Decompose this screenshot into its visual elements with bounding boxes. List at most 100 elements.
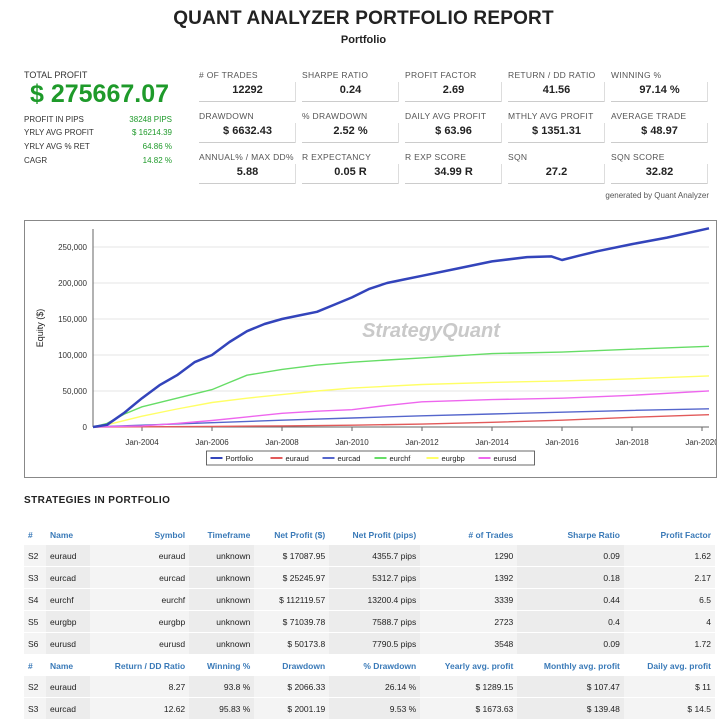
table-cell: 13200.4 pips bbox=[329, 588, 421, 611]
table-cell: eurcad bbox=[46, 697, 90, 720]
table-cell: $ 71039.78 bbox=[254, 610, 330, 633]
table-cell: 9.53 % bbox=[329, 697, 421, 720]
table-row: S3 eurcad eurcad unknown $ 25245.97 5312.7 pi… bbox=[24, 566, 715, 589]
watermark-text: StrategyQuant bbox=[362, 320, 501, 342]
metric-divider bbox=[398, 123, 399, 143]
table-cell: 26.14 % bbox=[329, 676, 421, 698]
table-cell: 0.44 bbox=[517, 588, 624, 611]
metric-underline bbox=[199, 142, 296, 143]
table-row: S6 eurusd eurusd unknown $ 50173.8 7790.5 pip… bbox=[24, 632, 715, 655]
table-cell: 3548 bbox=[420, 632, 518, 655]
table-cell: $ 2001.19 bbox=[254, 697, 330, 720]
side-value: 64.86 % bbox=[142, 142, 172, 151]
metric-label: AVERAGE TRADE bbox=[611, 111, 687, 121]
table-cell: 6.5 bbox=[623, 588, 715, 611]
side-label: PROFIT IN PIPS bbox=[24, 115, 84, 124]
metric-underline bbox=[199, 183, 296, 184]
table-cell: eurcad bbox=[46, 566, 90, 589]
table-cell: 5312.7 pips bbox=[329, 566, 421, 589]
table-cell: $ 112119.57 bbox=[254, 588, 330, 611]
table-cell: eurgbp bbox=[89, 610, 190, 633]
table-cell: 2.17 bbox=[623, 566, 715, 589]
column-header: Symbol bbox=[154, 529, 186, 540]
metric-underline bbox=[405, 183, 502, 184]
metric-divider bbox=[604, 82, 605, 102]
metric-underline bbox=[302, 101, 399, 102]
table-row: S4 eurchf eurchf unknown $ 112119.57 13200.4 … bbox=[24, 588, 715, 611]
metric-underline bbox=[508, 142, 605, 143]
column-header: # bbox=[28, 529, 33, 540]
x-tick-label: Jan-2008 bbox=[265, 438, 299, 447]
metric-value: 0.05 R bbox=[334, 166, 367, 178]
column-header: Net Profit ($) bbox=[274, 529, 326, 540]
column-header: Net Profit (pips) bbox=[352, 529, 417, 540]
metric-drawdown: % DRAWDOWN 2.52 % bbox=[302, 111, 399, 147]
metric-underline bbox=[405, 142, 502, 143]
column-header: Daily avg. profit bbox=[647, 660, 711, 671]
table-cell: $ 1673.63 bbox=[420, 697, 518, 720]
legend-label: euraud bbox=[286, 454, 309, 463]
metric-underline bbox=[199, 101, 296, 102]
table-row: S2 euraud euraud unknown $ 17087.95 4355.7 pi… bbox=[24, 545, 715, 567]
table-cell: $ 25245.97 bbox=[254, 566, 330, 589]
metric-label: PROFIT FACTOR bbox=[405, 70, 477, 80]
column-header: Return / DD Ratio bbox=[114, 660, 186, 671]
metric-divider bbox=[295, 82, 296, 102]
table-cell: euraud bbox=[46, 545, 90, 567]
table-cell: S3 bbox=[24, 566, 46, 589]
metric-divider bbox=[604, 164, 605, 184]
metric-sharpe-ratio: SHARPE RATIO 0.24 bbox=[302, 70, 399, 106]
table-cell: eurchf bbox=[46, 588, 90, 611]
metric-value: 97.14 % bbox=[639, 84, 680, 96]
y-tick-label: 100,000 bbox=[58, 351, 87, 360]
table-row: S5 eurgbp eurgbp unknown $ 71039.78 7588.7 pi… bbox=[24, 610, 715, 633]
column-header: Profit Factor bbox=[660, 529, 711, 540]
total-profit-label: TOTAL PROFIT bbox=[24, 70, 88, 80]
table-cell: eurchf bbox=[89, 588, 190, 611]
metric-divider bbox=[398, 82, 399, 102]
table-header-row: # Name Return / DD Ratio Winning % Drawdown%… bbox=[24, 655, 715, 677]
yearly-avg-return: YRLY AVG % RET 64.86 % bbox=[24, 142, 172, 151]
table-cell: eurusd bbox=[46, 632, 90, 655]
table-cell: S6 bbox=[24, 632, 46, 655]
y-tick-label: 200,000 bbox=[58, 279, 87, 288]
table-cell: 0.4 bbox=[517, 610, 624, 633]
table-cell: unknown bbox=[189, 610, 255, 633]
metric-value: 27.2 bbox=[545, 166, 568, 178]
metric-value: $ 1351.31 bbox=[532, 125, 581, 137]
table-cell: 8.27 bbox=[89, 676, 190, 698]
metric-value: 5.88 bbox=[236, 166, 259, 178]
table-cell: unknown bbox=[189, 588, 255, 611]
metric-label: WINNING % bbox=[611, 70, 662, 80]
metric-value: 41.56 bbox=[542, 84, 571, 96]
legend-label: eurcad bbox=[338, 454, 361, 463]
x-tick-label: Jan-2014 bbox=[475, 438, 509, 447]
metric-divider bbox=[707, 164, 708, 184]
generated-by: generated by Quant Analyzer bbox=[605, 191, 709, 200]
metric-average-trade: AVERAGE TRADE $ 48.97 bbox=[611, 111, 708, 147]
cagr: CAGR 14.82 % bbox=[24, 156, 172, 165]
metric-underline bbox=[302, 183, 399, 184]
metric-divider bbox=[707, 123, 708, 143]
side-value: $ 16214.39 bbox=[131, 128, 172, 137]
yearly-avg-profit: YRLY AVG PROFIT $ 16214.39 bbox=[24, 128, 172, 137]
metric-value: $ 6632.43 bbox=[223, 125, 272, 137]
table-cell: 0.09 bbox=[517, 545, 624, 567]
legend-label: eurgbp bbox=[442, 454, 465, 463]
table-cell: $ 14.5 bbox=[623, 697, 715, 720]
table-cell: $ 50173.8 bbox=[254, 632, 330, 655]
metric-label: R EXPECTANCY bbox=[302, 152, 372, 162]
equity-chart: 0 50,000 100,000 150,000 200,000 250,000 Jan-2… bbox=[24, 220, 719, 478]
side-label: YRLY AVG % RET bbox=[24, 142, 90, 151]
table-cell: S3 bbox=[24, 697, 46, 720]
series-line-portfolio bbox=[92, 227, 710, 429]
table-cell: $ 139.48 bbox=[517, 697, 624, 720]
metric-label: RETURN / DD RATIO bbox=[508, 70, 596, 80]
metric-divider bbox=[501, 82, 502, 102]
strategies-table: # Name Symbol Timeframe Net Profit ($) Net Pr… bbox=[24, 524, 715, 720]
table-cell: 4 bbox=[623, 610, 715, 633]
strategies-section-title: STRATEGIES IN PORTFOLIO bbox=[24, 495, 171, 506]
x-tick-label: Jan-2006 bbox=[195, 438, 229, 447]
total-profit-value: $ 275667.07 bbox=[30, 80, 170, 108]
metric-label: R EXP SCORE bbox=[405, 152, 467, 162]
